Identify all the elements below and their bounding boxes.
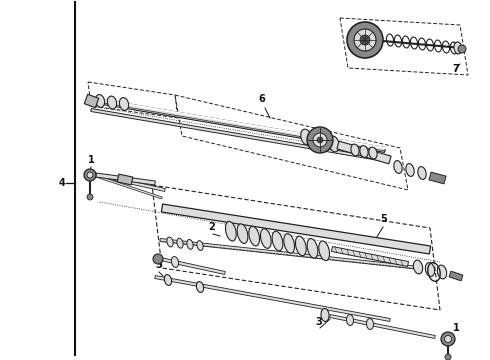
Text: 3: 3 <box>155 260 162 270</box>
Ellipse shape <box>394 161 402 174</box>
Ellipse shape <box>196 282 204 292</box>
Circle shape <box>313 133 327 147</box>
Polygon shape <box>330 315 435 338</box>
Polygon shape <box>155 275 390 321</box>
Ellipse shape <box>414 260 423 274</box>
Ellipse shape <box>225 221 236 241</box>
Text: 7: 7 <box>452 64 459 74</box>
Ellipse shape <box>167 237 173 247</box>
Polygon shape <box>337 141 391 164</box>
Ellipse shape <box>237 224 248 243</box>
Circle shape <box>84 169 96 181</box>
Ellipse shape <box>351 144 359 156</box>
Ellipse shape <box>425 262 435 276</box>
Ellipse shape <box>177 238 183 248</box>
Circle shape <box>317 137 323 143</box>
Circle shape <box>458 45 466 53</box>
Ellipse shape <box>261 229 271 248</box>
Ellipse shape <box>107 96 117 109</box>
Ellipse shape <box>319 241 330 261</box>
Ellipse shape <box>272 231 283 251</box>
Polygon shape <box>96 174 165 192</box>
Ellipse shape <box>307 239 318 258</box>
Circle shape <box>354 29 376 51</box>
Text: 4: 4 <box>59 178 65 188</box>
Polygon shape <box>91 108 385 162</box>
Ellipse shape <box>367 319 373 329</box>
Circle shape <box>307 127 333 153</box>
Ellipse shape <box>418 167 426 179</box>
Text: 6: 6 <box>258 94 265 104</box>
Ellipse shape <box>454 42 462 54</box>
Ellipse shape <box>360 145 368 157</box>
Text: 1: 1 <box>88 155 95 165</box>
Polygon shape <box>332 247 409 266</box>
Ellipse shape <box>172 257 179 267</box>
Polygon shape <box>429 172 446 184</box>
Polygon shape <box>160 239 420 270</box>
Polygon shape <box>449 271 463 281</box>
Circle shape <box>444 336 451 342</box>
Text: 1: 1 <box>453 323 460 333</box>
Circle shape <box>153 254 163 264</box>
Circle shape <box>360 35 370 45</box>
Ellipse shape <box>96 95 105 107</box>
Ellipse shape <box>249 226 260 246</box>
Circle shape <box>445 354 451 360</box>
Polygon shape <box>117 174 133 185</box>
Ellipse shape <box>187 239 193 249</box>
Text: 2: 2 <box>208 222 215 232</box>
Polygon shape <box>161 204 431 254</box>
Ellipse shape <box>321 309 329 321</box>
Text: 5: 5 <box>380 214 387 224</box>
Polygon shape <box>84 94 98 108</box>
Ellipse shape <box>438 265 447 279</box>
Text: 3: 3 <box>315 317 322 327</box>
Polygon shape <box>91 98 386 153</box>
Ellipse shape <box>164 275 171 285</box>
Polygon shape <box>96 175 162 199</box>
Ellipse shape <box>329 136 339 152</box>
Ellipse shape <box>295 236 306 256</box>
Ellipse shape <box>346 315 353 325</box>
Ellipse shape <box>120 98 128 111</box>
Circle shape <box>347 22 383 58</box>
Circle shape <box>87 172 93 178</box>
Ellipse shape <box>301 129 311 145</box>
Ellipse shape <box>284 234 294 253</box>
Ellipse shape <box>406 163 414 176</box>
Polygon shape <box>156 257 225 274</box>
Circle shape <box>87 194 93 200</box>
Polygon shape <box>96 173 155 185</box>
Ellipse shape <box>197 241 203 251</box>
Ellipse shape <box>369 147 377 159</box>
Circle shape <box>441 332 455 346</box>
